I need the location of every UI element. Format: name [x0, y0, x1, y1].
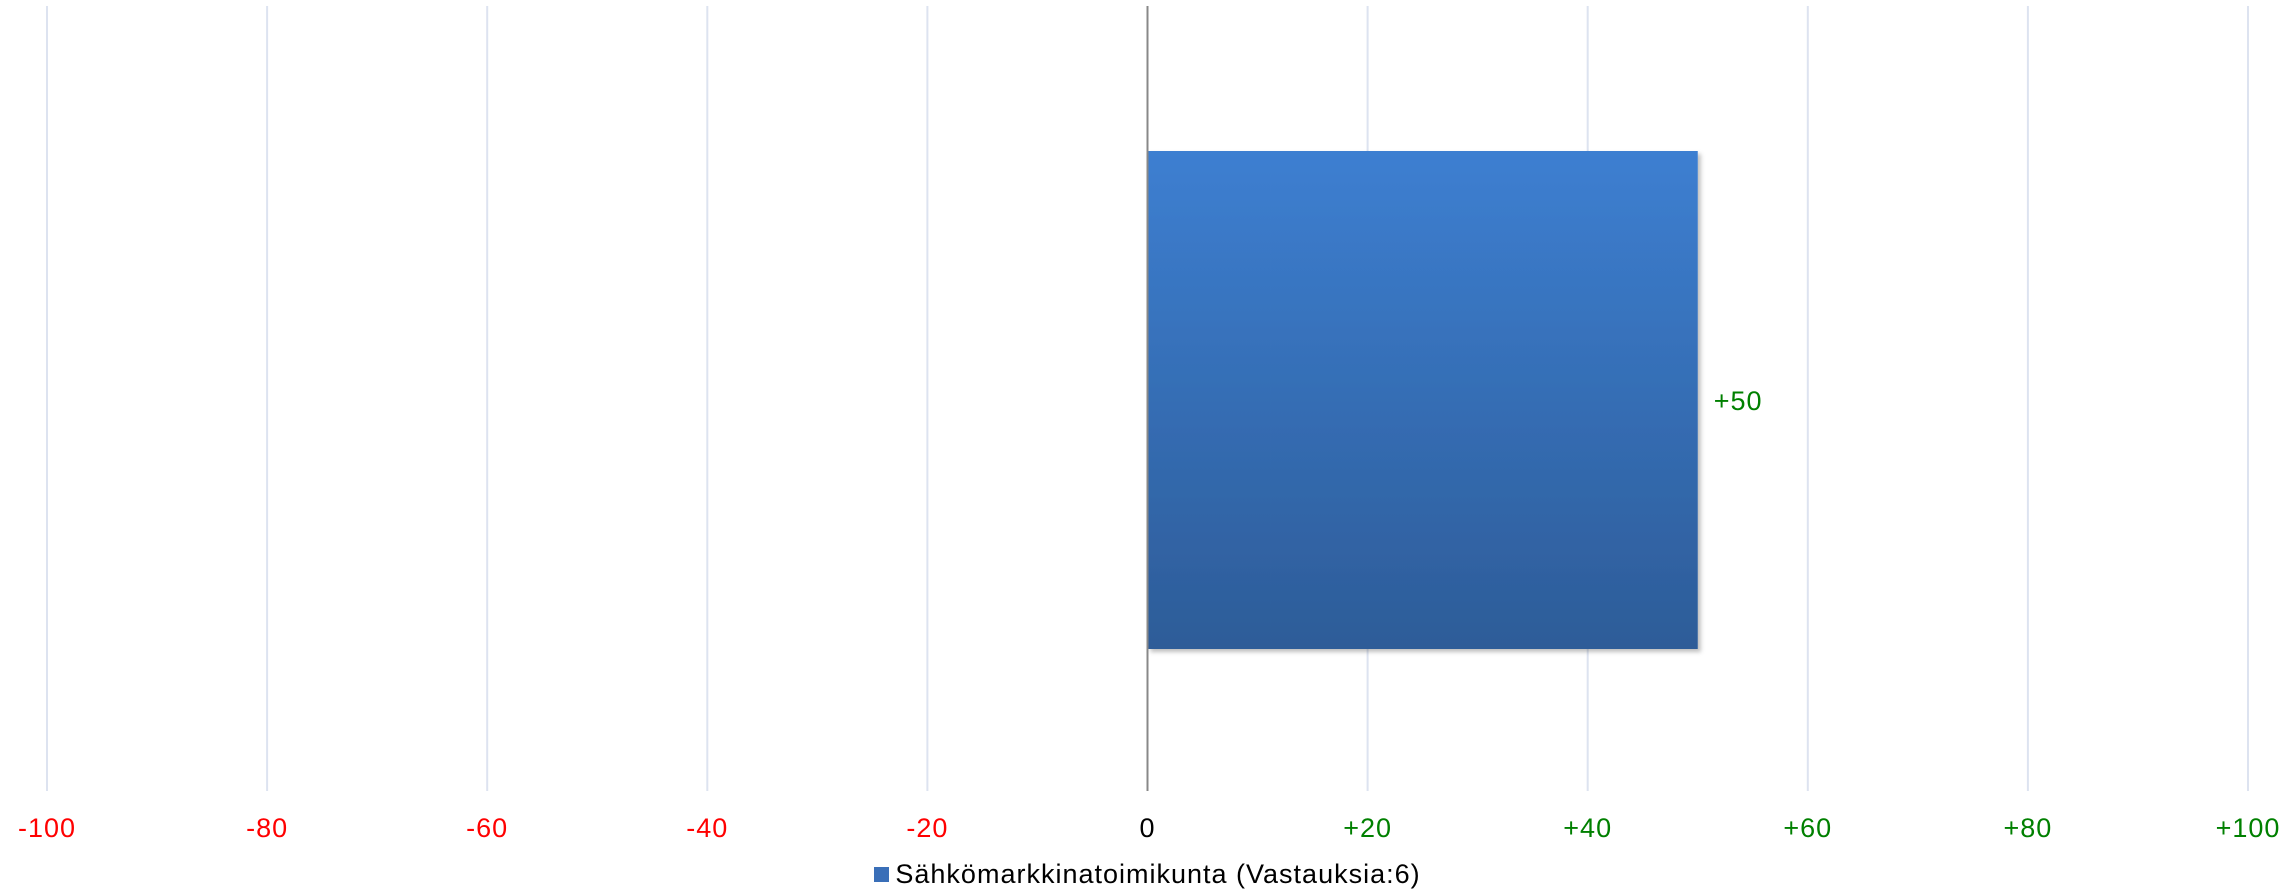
- x-tick-label: -60: [466, 813, 508, 843]
- x-tick-label: +100: [2216, 813, 2281, 843]
- data-labels: +50: [1714, 386, 1763, 416]
- x-tick-label: +20: [1343, 813, 1392, 843]
- x-tick-label: -80: [246, 813, 288, 843]
- legend-item: Sähkömarkkinatoimikunta (Vastauksia:6): [874, 860, 1420, 888]
- x-tick-label: -20: [906, 813, 948, 843]
- x-tick-label: +60: [1783, 813, 1832, 843]
- bars: [1147, 151, 1698, 649]
- legend-label: Sähkömarkkinatoimikunta (Vastauksia:6): [895, 859, 1421, 889]
- x-tick-label: +80: [2003, 813, 2052, 843]
- bar: [1147, 151, 1698, 649]
- x-axis-tick-labels: -100 -80 -60 -40 -20 0 +20 +40 +60 +80 +100: [18, 813, 2281, 843]
- x-tick-label: -40: [686, 813, 728, 843]
- x-tick-label: -100: [18, 813, 76, 843]
- x-tick-label: +40: [1563, 813, 1612, 843]
- x-tick-label: 0: [1139, 813, 1155, 843]
- legend-swatch: [874, 866, 890, 882]
- legend: Sähkömarkkinatoimikunta (Vastauksia:6): [0, 860, 2295, 888]
- data-label: +50: [1714, 386, 1763, 416]
